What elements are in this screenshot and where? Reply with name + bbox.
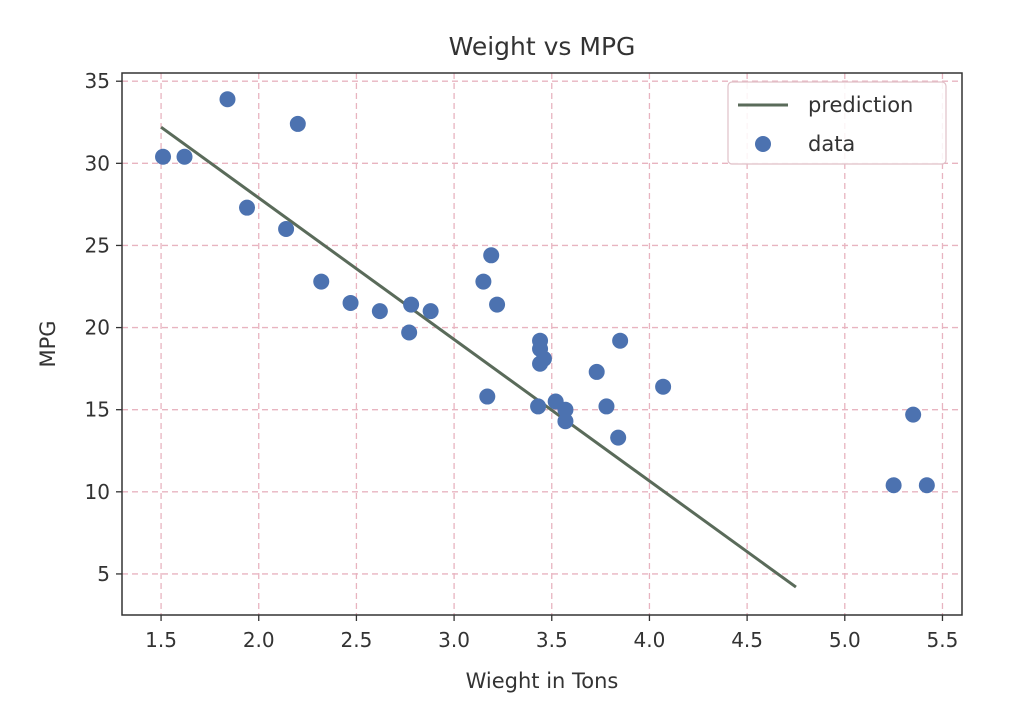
data-point [278,221,295,238]
x-tick-label: 1.5 [145,628,177,652]
data-points-layer [155,91,935,494]
legend-box [727,81,947,165]
x-tick-label: 5.0 [829,628,861,652]
y-tick-label: 20 [85,316,110,340]
data-point [588,363,605,380]
legend-label: prediction [808,93,913,117]
legend-marker-swatch [755,136,771,152]
data-point [475,273,492,290]
x-tick-label: 3.5 [536,628,568,652]
data-point [885,477,902,494]
prediction-line-layer [160,125,797,589]
x-tick-label: 4.5 [731,628,763,652]
data-point [610,429,627,446]
data-point [655,378,672,395]
data-point [313,273,330,290]
data-point [489,296,506,313]
x-ticks: 1.5 2.0 2.5 3.0 3.5 4.0 4.5 5.0 5.5 [145,615,958,652]
data-point [612,332,629,349]
data-point [483,247,500,264]
data-point [918,477,935,494]
x-axis-label: Wieght in Tons [466,669,619,693]
data-point [371,303,388,320]
y-tick-label: 30 [85,151,110,175]
chart-title: Weight vs MPG [449,32,636,61]
legend-label: data [808,132,855,156]
y-ticks: 5 10 15 20 25 30 35 [85,69,122,586]
data-point [403,296,420,313]
data-point [342,294,359,311]
y-tick-label: 5 [97,562,110,586]
data-point [176,148,193,165]
data-point [535,350,552,367]
data-point [401,324,418,341]
y-tick-label: 35 [85,69,110,93]
data-point [155,148,172,165]
y-axis-label: MPG [36,320,60,367]
legend: prediction data [727,81,947,165]
data-point [479,388,496,405]
x-tick-label: 2.5 [341,628,373,652]
y-tick-label: 15 [85,398,110,422]
data-point [598,398,615,415]
prediction-line [160,125,797,589]
x-tick-label: 3.0 [438,628,470,652]
data-point [422,303,439,320]
x-tick-label: 5.5 [927,628,959,652]
data-point [219,91,236,108]
data-point [557,401,574,418]
data-point [557,413,574,430]
x-tick-label: 2.0 [243,628,275,652]
grid [122,73,962,615]
axes-frame [121,72,963,616]
data-point [530,398,547,415]
data-point [289,115,306,132]
data-point [239,199,256,216]
x-tick-label: 4.0 [634,628,666,652]
data-point [905,406,922,423]
y-tick-label: 10 [85,480,110,504]
y-tick-label: 25 [85,233,110,257]
